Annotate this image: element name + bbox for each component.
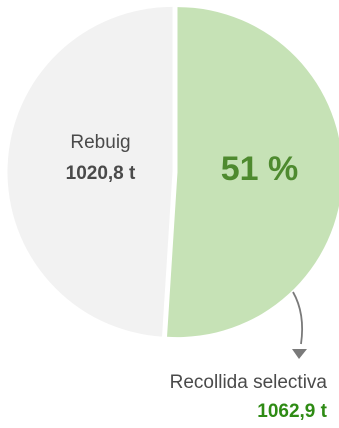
slice-label-recollida-selectiva: Recollida selectiva xyxy=(169,372,327,393)
callout-arrowhead xyxy=(292,349,307,359)
slice-value-recollida-selectiva: 1062,9 t xyxy=(257,401,327,422)
percentage-label: 51 % xyxy=(220,150,299,188)
slice-label-rebuig: Rebuig xyxy=(70,132,131,153)
pie-slice-recollida-selectiva xyxy=(167,7,339,338)
callout-arrow xyxy=(292,291,304,345)
pie-slice-rebuig xyxy=(7,6,173,337)
slice-value-rebuig: 1020,8 t xyxy=(65,163,136,184)
